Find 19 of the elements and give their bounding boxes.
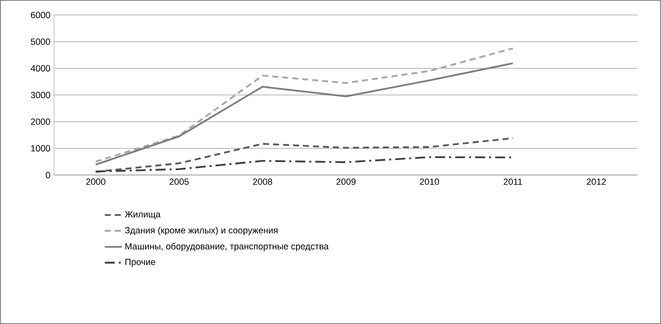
legend-label: Машины, оборудование, транспортные средства bbox=[125, 242, 329, 252]
y-tick-label: 6000 bbox=[30, 12, 50, 18]
legend-label: Жилища bbox=[124, 211, 161, 220]
x-tick-label: 2011 bbox=[504, 178, 522, 185]
x-tick-label: 2010 bbox=[420, 178, 440, 185]
legend-label: Здания (кроме жилых) и сооружения bbox=[125, 226, 278, 236]
y-tick-label: 4000 bbox=[30, 65, 50, 72]
x-tick-label: 2012 bbox=[586, 178, 606, 185]
x-tick-label: 2008 bbox=[253, 178, 272, 185]
x-tick-label: 2009 bbox=[336, 178, 356, 185]
y-tick-label: 3000 bbox=[30, 92, 50, 98]
x-tick-label: 2000 bbox=[86, 178, 106, 185]
y-tick-label: 5000 bbox=[30, 38, 50, 45]
y-tick-label: 0 bbox=[46, 172, 50, 178]
x-tick-label: 2005 bbox=[170, 178, 189, 185]
y-tick-label: 1000 bbox=[31, 145, 50, 152]
line-series bbox=[94, 156, 514, 172]
y-tick-label: 2000 bbox=[30, 118, 50, 125]
legend-label: Прочие bbox=[125, 258, 156, 267]
